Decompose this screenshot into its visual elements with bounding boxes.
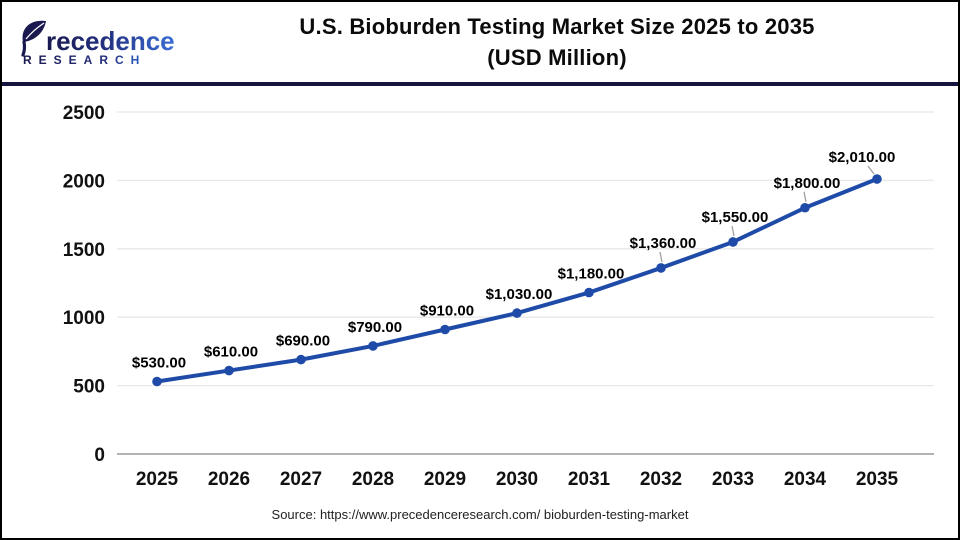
y-tick-label: 1500 bbox=[63, 240, 105, 261]
x-tick-label: 2027 bbox=[280, 469, 322, 490]
y-tick-label: 0 bbox=[94, 445, 105, 466]
x-tick-label: 2032 bbox=[640, 469, 682, 490]
header-divider-line bbox=[2, 82, 958, 86]
logo-brand-text: recedence bbox=[46, 26, 175, 56]
leaf-p-icon bbox=[21, 20, 46, 57]
data-point-label: $1,360.00 bbox=[630, 235, 697, 252]
x-tick-label: 2025 bbox=[136, 469, 179, 490]
data-point-label: $530.00 bbox=[132, 354, 186, 371]
x-tick-label: 2028 bbox=[352, 469, 394, 490]
data-point-label: $1,550.00 bbox=[702, 209, 769, 226]
data-point-label: $1,800.00 bbox=[774, 175, 841, 192]
line-chart: 0 500 1000 1500 2000 2500 2025 2026 2027 2028 2029… bbox=[63, 103, 934, 490]
label-leader-line bbox=[803, 191, 807, 202]
data-point-label: $610.00 bbox=[204, 344, 258, 361]
data-point-marker bbox=[224, 365, 234, 376]
data-point-marker bbox=[368, 341, 378, 351]
y-tick-label: 500 bbox=[73, 377, 105, 398]
precedence-research-logo: recedence RESEARCH bbox=[2, 14, 208, 71]
x-tick-label: 2031 bbox=[568, 469, 611, 490]
data-point-label: $690.00 bbox=[276, 333, 330, 350]
x-tick-label: 2026 bbox=[208, 469, 250, 490]
data-point-marker bbox=[296, 354, 306, 365]
label-leader-line bbox=[731, 225, 735, 237]
x-tick-label: 2033 bbox=[712, 469, 754, 490]
data-point-label: $1,030.00 bbox=[486, 286, 553, 303]
data-point-marker bbox=[872, 174, 882, 184]
chart-title-line1: U.S. Bioburden Testing Market Size 2025 … bbox=[299, 13, 815, 39]
data-point-label: $2,010.00 bbox=[829, 149, 896, 166]
source-text: Source: https://www.precedenceresearch.c… bbox=[271, 507, 689, 522]
x-tick-label: 2029 bbox=[424, 469, 466, 490]
data-point-label: $790.00 bbox=[348, 319, 402, 336]
data-point-marker bbox=[152, 376, 162, 387]
label-leader-line bbox=[659, 251, 663, 263]
data-point-marker bbox=[440, 324, 450, 335]
y-tick-label: 2500 bbox=[63, 103, 105, 124]
label-leader-line bbox=[867, 165, 875, 175]
footer: Source: https://www.precedenceresearch.c… bbox=[2, 501, 958, 538]
data-point-marker bbox=[584, 287, 594, 298]
series-line bbox=[155, 177, 879, 384]
x-tick-label: 2030 bbox=[496, 469, 538, 490]
data-point-marker bbox=[728, 237, 738, 247]
chart-title-line2: (USD Million) bbox=[487, 45, 627, 70]
data-point-label: $910.00 bbox=[420, 303, 474, 320]
x-tick-label: 2035 bbox=[856, 469, 899, 490]
header: recedence RESEARCH U.S. Bioburden Testin… bbox=[2, 2, 958, 82]
data-point-label: $1,180.00 bbox=[558, 266, 625, 283]
chart-title: U.S. Bioburden Testing Market Size 2025 … bbox=[208, 11, 906, 73]
x-tick-label: 2034 bbox=[784, 469, 827, 490]
logo-graphic: recedence RESEARCH bbox=[21, 20, 175, 67]
data-point-marker bbox=[800, 202, 810, 213]
logo-research-text: RESEARCH bbox=[23, 53, 146, 66]
y-tick-label: 1000 bbox=[63, 308, 105, 329]
chart-area: 0 500 1000 1500 2000 2500 2025 2026 2027 2028 2029… bbox=[2, 86, 958, 501]
y-tick-label: 2000 bbox=[63, 171, 105, 192]
data-point-marker bbox=[656, 263, 666, 273]
data-point-marker bbox=[512, 308, 522, 318]
